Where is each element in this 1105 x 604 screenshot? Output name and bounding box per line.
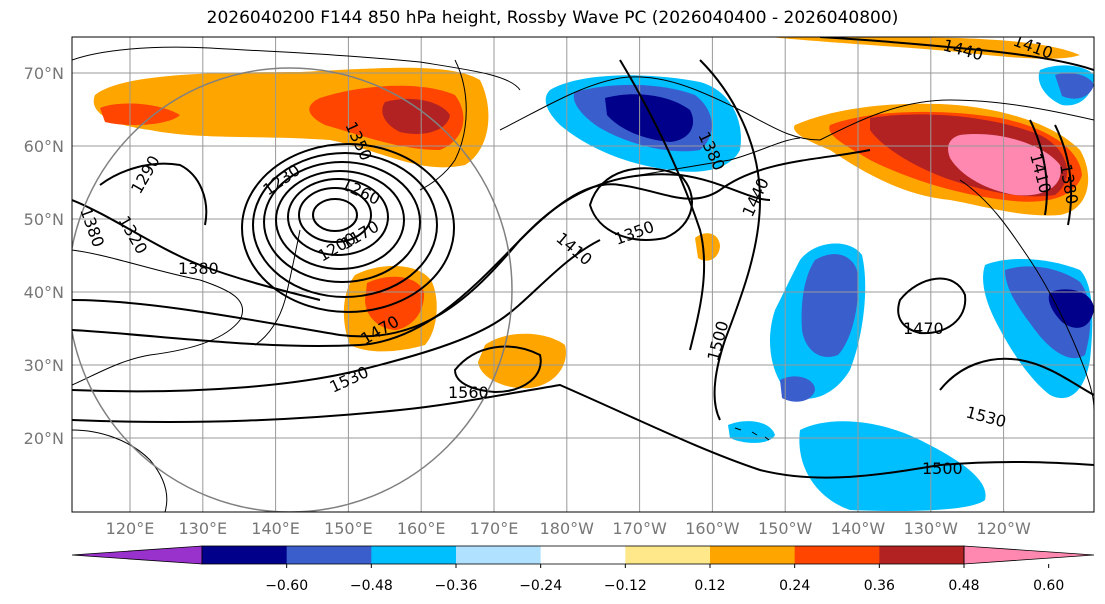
- longitude-label: 120°E: [106, 519, 155, 538]
- longitude-label: 130°E: [178, 519, 227, 538]
- contour-1530: [72, 239, 601, 393]
- colorbar-tick-label: −0.24: [519, 578, 562, 594]
- colorbar-extend-min: [71, 545, 203, 565]
- contour-low-core-4: [275, 170, 405, 270]
- negative-anomaly-east-pacific-small: [780, 376, 815, 402]
- coastline-hawaii: [734, 427, 770, 441]
- colorbar-border: [201, 545, 965, 565]
- latitude-label: 40°N: [24, 283, 64, 302]
- contour-low-core-1: [312, 198, 358, 232]
- contour-label: 1500: [922, 459, 963, 478]
- longitude-label: 160°E: [397, 519, 446, 538]
- longitude-label: 130°W: [904, 519, 959, 538]
- positive-anomaly-gulf-alaska-max: [948, 134, 1061, 196]
- contour-low-core-3: [287, 178, 389, 256]
- colorbar-segment: [286, 546, 372, 564]
- contour-1530-east: [939, 357, 1094, 396]
- colorbar-segment: [371, 546, 457, 564]
- map-title: 2026040200 F144 850 hPa height, Rossby W…: [206, 8, 899, 28]
- colorbar-segment: [625, 546, 711, 564]
- map-frame: [71, 36, 1095, 513]
- latitude-label: 50°N: [24, 210, 64, 229]
- latitude-label: 20°N: [24, 429, 64, 448]
- colorbar: −0.60 −0.48 −0.36 −0.24 −0.12 0.12 0.24 0.36 0.4…: [71, 545, 1095, 594]
- contour-low-core-7: [241, 143, 455, 313]
- colorbar-segment: [540, 546, 626, 564]
- contour-1290-arc: [99, 162, 208, 226]
- latitude-label: 30°N: [24, 356, 64, 375]
- colorbar-tick-label: 0.60: [1033, 578, 1064, 594]
- contour-label: 1380: [178, 259, 219, 278]
- contour-label: 1470: [903, 319, 944, 338]
- latitude-label: 60°N: [24, 137, 64, 156]
- longitude-label: 150°E: [324, 519, 373, 538]
- contour-1500-east: [619, 59, 706, 351]
- negative-anomaly-north-pacific-core: [605, 94, 694, 142]
- colorbar-segment: [456, 546, 542, 564]
- coastline-north-america: [819, 99, 1094, 141]
- coastline-south-china: [72, 429, 168, 512]
- longitude-label: 180°W: [540, 519, 595, 538]
- coastline-japan: [254, 229, 301, 346]
- colorbar-extend-max: [963, 545, 1095, 565]
- colorbar-segment: [879, 546, 965, 564]
- contour-1380-west: [72, 199, 321, 301]
- colorbar-tick-label: 0.12: [694, 578, 725, 594]
- colorbar-tick-label: 0.48: [948, 578, 979, 594]
- colorbar-tick-label: 0.24: [779, 578, 810, 594]
- colorbar-segment: [202, 546, 288, 564]
- longitude-label: 120°W: [976, 519, 1031, 538]
- coastline-alaska: [499, 76, 821, 141]
- negative-anomaly-subtropics: [799, 421, 986, 511]
- negative-anomaly-east-pacific-core: [801, 254, 859, 358]
- longitude-labels: 120°E 130°E 140°E 150°E 160°E 170°E 180°W 170°W…: [106, 519, 1031, 538]
- coastline-korea-china: [72, 249, 243, 386]
- colorbar-tick-label: −0.12: [604, 578, 647, 594]
- colorbar-tick-label: −0.48: [350, 578, 393, 594]
- colorbar-segment: [794, 546, 880, 564]
- contour-1560: [453, 345, 542, 394]
- colorbar-tick-label: 0.36: [864, 578, 895, 594]
- longitude-label: 170°W: [612, 519, 667, 538]
- coastline-asia-northeast: [72, 46, 521, 91]
- positive-anomaly-north-asia-max: [382, 98, 450, 135]
- contour-1470: [72, 173, 771, 347]
- contour-1440-ridge: [699, 59, 762, 421]
- colorbar-tick-label: −0.60: [265, 578, 308, 594]
- colorbar-segment: [710, 546, 796, 564]
- contour-low-core-5: [263, 161, 421, 283]
- longitude-label: 150°W: [758, 519, 813, 538]
- contour-1440-north: [819, 37, 1094, 71]
- longitude-label: 170°E: [470, 519, 519, 538]
- longitude-label: 160°W: [685, 519, 740, 538]
- negative-anomaly-hawaii: [728, 421, 775, 443]
- colorbar-tick-label: −0.36: [435, 578, 478, 594]
- distance-ring: [72, 67, 513, 512]
- negative-anomaly-west-coast-max: [1048, 289, 1094, 328]
- contour-1500-south: [72, 383, 1094, 479]
- contour-1380-east: [1054, 124, 1073, 226]
- negative-anomaly-canada-core: [1055, 73, 1094, 99]
- longitude-label: 140°W: [831, 519, 886, 538]
- longitude-label: 140°E: [251, 519, 300, 538]
- coastlines: [72, 46, 1094, 512]
- height-contours: [72, 37, 1094, 479]
- latitude-label: 70°N: [24, 64, 64, 83]
- contour-low-core-6: [252, 152, 438, 298]
- contour-1410-east: [1029, 119, 1048, 216]
- positive-anomaly-north-asia-west: [100, 103, 180, 126]
- contour-low-core-2: [298, 187, 372, 243]
- contour-label: 1560: [448, 383, 489, 402]
- coastline-kamchatka: [419, 59, 467, 191]
- latitude-labels: 20°N 30°N 40°N 50°N 60°N 70°N: [24, 64, 64, 448]
- contour-1470-high: [897, 277, 967, 335]
- negative-anomaly-west-coast-core: [1005, 266, 1091, 359]
- coastline-west-coast: [959, 179, 1094, 411]
